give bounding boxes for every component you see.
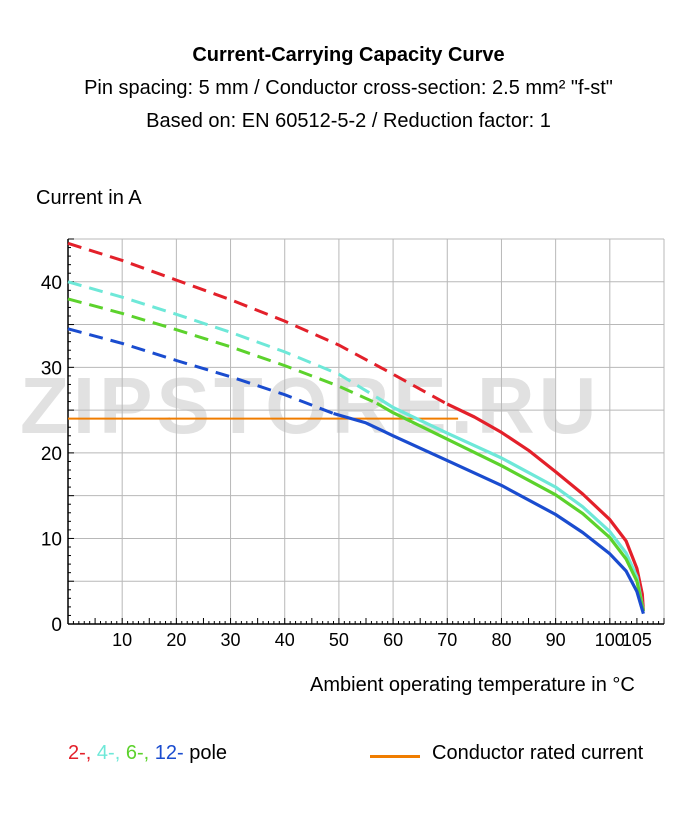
series-1-dashed-line bbox=[67, 280, 378, 399]
x-tick-label: 10 bbox=[112, 630, 132, 650]
series-1-solid-line bbox=[375, 395, 645, 612]
series-2-solid-line bbox=[376, 401, 645, 612]
legend-rated-label: Conductor rated current bbox=[432, 742, 644, 764]
x-tick-label: 100 bbox=[595, 630, 625, 650]
chart-subtitle-1: Pin spacing: 5 mm / Conductor cross-sect… bbox=[84, 77, 613, 99]
legend-poles: 2-, 4-, 6-, 12- pole bbox=[68, 742, 228, 764]
series-3-solid-line bbox=[333, 411, 645, 615]
x-axis-label: Ambient operating temperature in °C bbox=[310, 674, 635, 696]
x-tick-label: 70 bbox=[437, 630, 457, 650]
y-tick-label: 0 bbox=[51, 615, 62, 636]
legend-series-0: 2- bbox=[68, 742, 86, 764]
chart-subtitle-2: Based on: EN 60512-5-2 / Reduction facto… bbox=[146, 110, 551, 132]
x-tick-label: 50 bbox=[329, 630, 349, 650]
x-tick-label: 105 bbox=[622, 630, 652, 650]
series-2-dashed-line bbox=[67, 297, 378, 405]
x-tick-label: 30 bbox=[221, 630, 241, 650]
series-0-solid-line bbox=[446, 402, 645, 612]
legend-rated-swatch bbox=[370, 755, 420, 758]
x-tick-label: 80 bbox=[491, 630, 511, 650]
y-tick-label: 30 bbox=[41, 358, 62, 379]
series-0-dashed-line bbox=[67, 241, 449, 406]
y-tick-label: 40 bbox=[41, 273, 62, 294]
x-tick-label: 40 bbox=[275, 630, 295, 650]
chart-title: Current-Carrying Capacity Curve bbox=[192, 44, 505, 66]
y-axis-label: Current in A bbox=[36, 187, 142, 209]
legend-series-2: 6- bbox=[125, 742, 144, 764]
y-tick-label: 20 bbox=[41, 444, 62, 465]
x-tick-label: 60 bbox=[383, 630, 403, 650]
legend-series-1: 4- bbox=[96, 742, 115, 764]
x-tick-label: 90 bbox=[546, 630, 566, 650]
y-tick-label: 10 bbox=[41, 529, 62, 550]
x-tick-label: 20 bbox=[166, 630, 186, 650]
legend-pole-label: pole bbox=[189, 742, 228, 764]
legend-series-3: 12- bbox=[154, 742, 184, 764]
series-3-dashed-line bbox=[67, 327, 335, 415]
